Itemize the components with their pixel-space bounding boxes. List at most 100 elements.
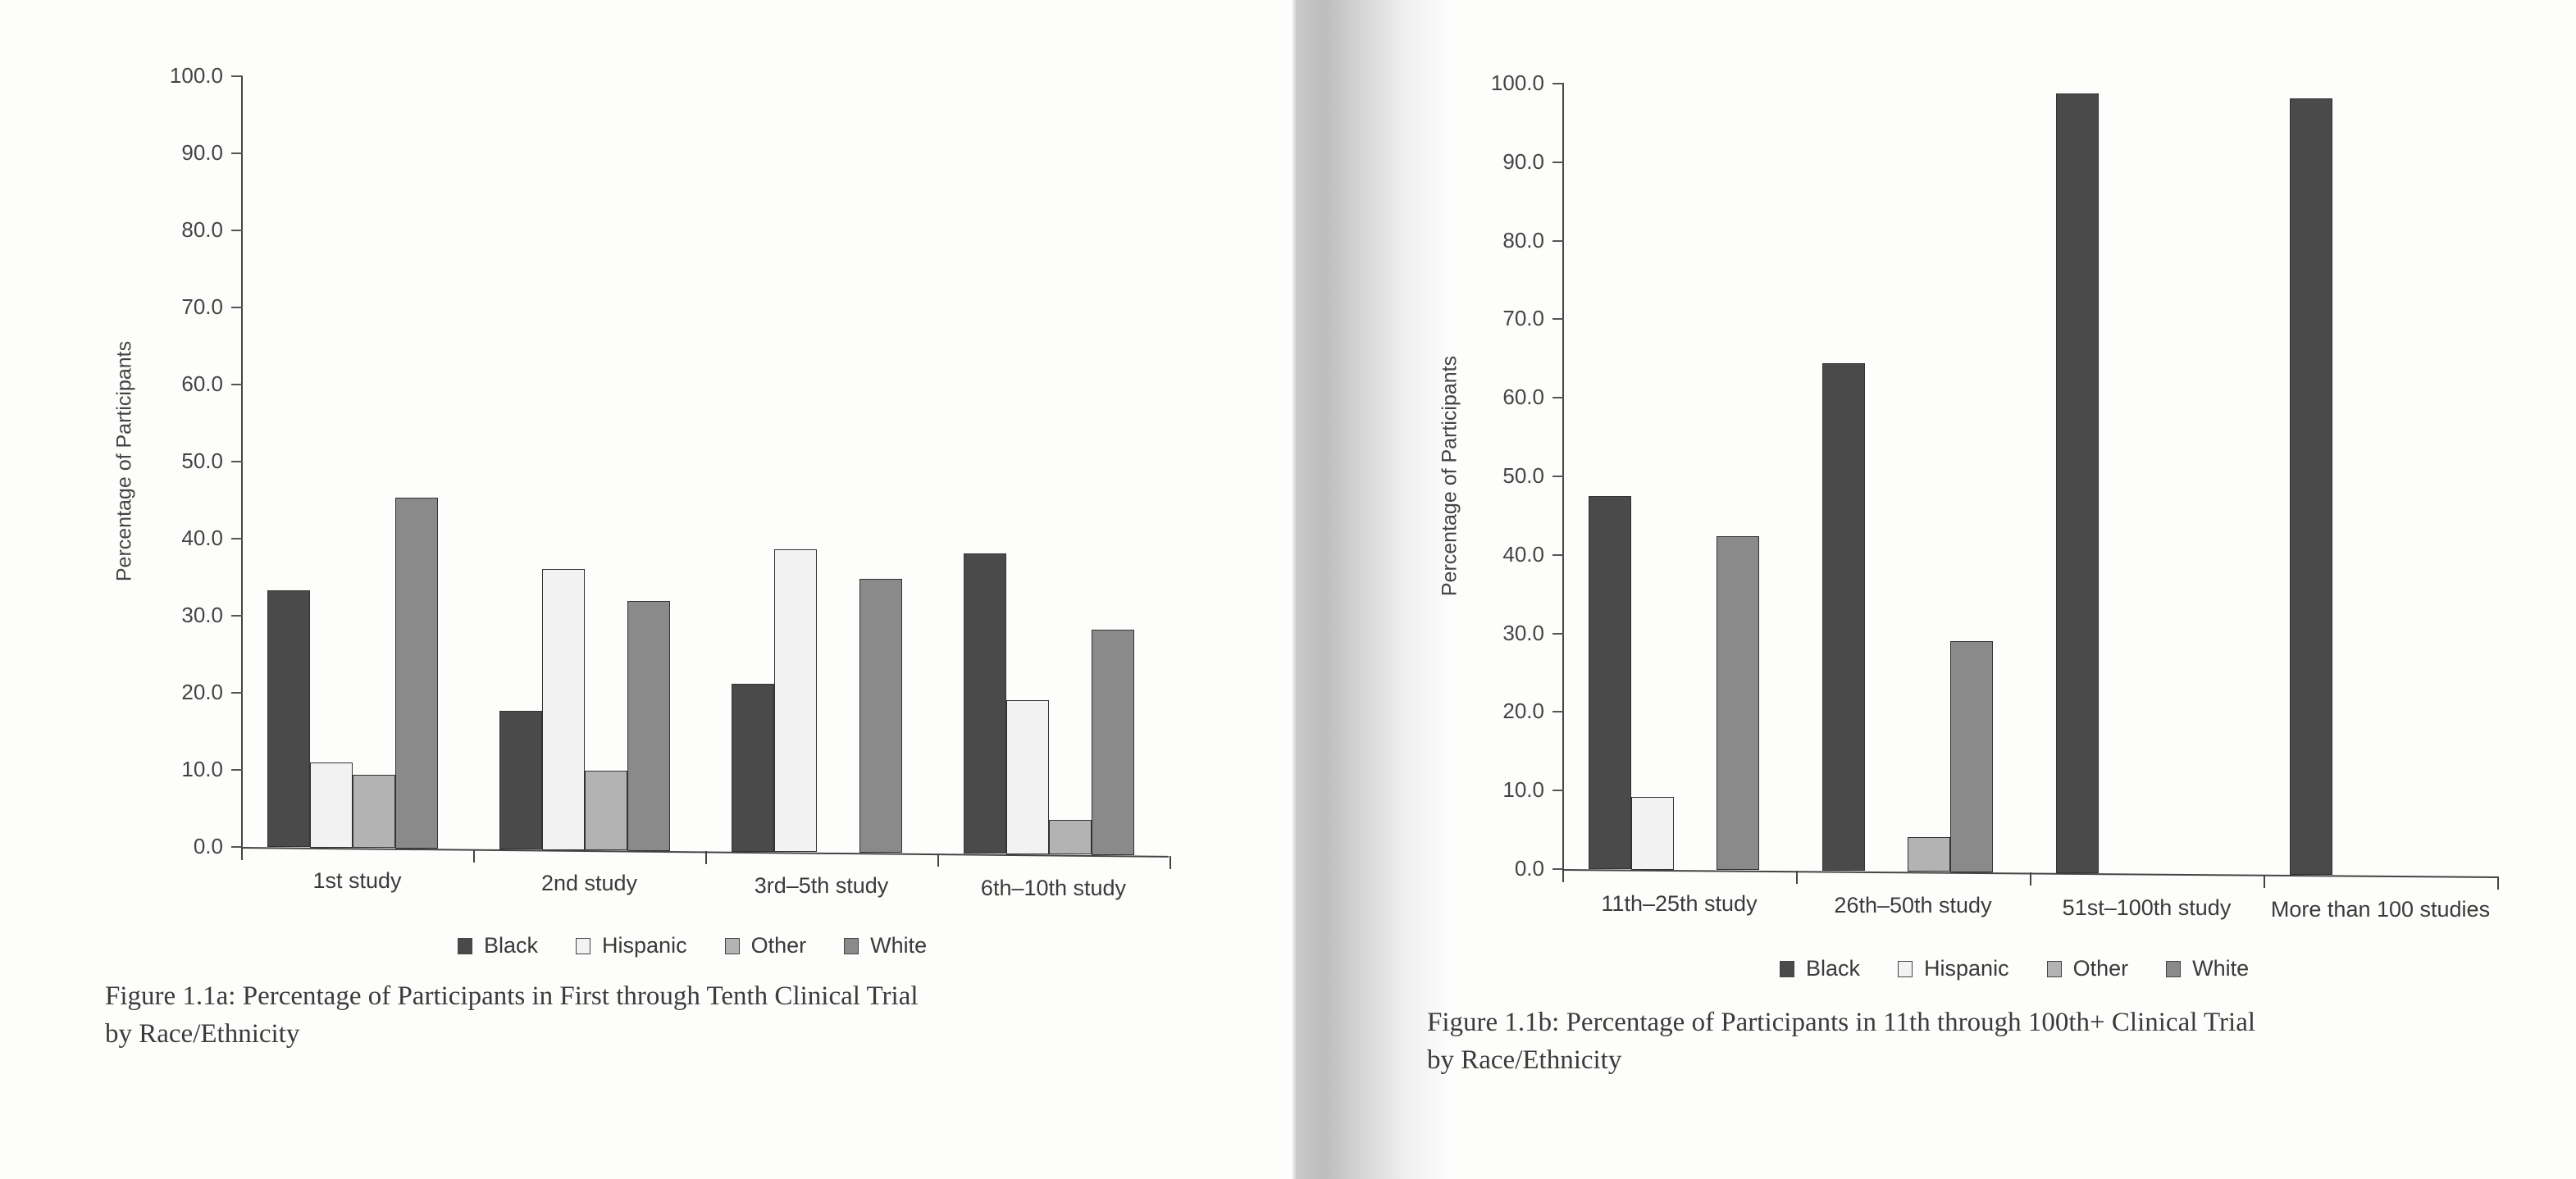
y-tick [1552, 318, 1564, 321]
chart-legend: Black Hispanic Other White [1780, 956, 2249, 981]
legend-item-white: White [844, 933, 927, 958]
y-tick-label: 90.0 [181, 140, 223, 165]
y-tick [231, 615, 243, 617]
legend-label: White [2192, 956, 2250, 981]
y-tick-label: 30.0 [1502, 620, 1544, 645]
x-tick [1562, 869, 1564, 882]
y-tick-label: 70.0 [181, 294, 223, 319]
legend-swatch-white [844, 937, 859, 954]
y-tick-label: 70.0 [1502, 306, 1544, 331]
y-tick-label: 10.0 [181, 757, 223, 781]
y-tick [231, 307, 243, 308]
legend-item-hispanic: Hispanic [1898, 956, 2009, 981]
legend-label: Other [2072, 956, 2129, 981]
bar-white [395, 498, 438, 849]
x-tick [1796, 871, 1798, 885]
y-tick-label: 0.0 [193, 834, 223, 858]
caption-line-2: by Race/Ethnicity [105, 1019, 300, 1049]
y-tick [1552, 476, 1564, 477]
x-tick [2497, 876, 2499, 890]
legend-item-other: Other [2046, 956, 2129, 981]
y-tick [1552, 553, 1564, 556]
bar-black [2290, 98, 2332, 875]
legend-label: Black [484, 933, 539, 958]
figure-1-1b-caption: Figure 1.1b: Percentage of Participants … [1427, 1004, 2255, 1079]
y-tick [1552, 239, 1564, 242]
y-tick-label: 60.0 [181, 371, 223, 396]
y-tick [231, 461, 243, 462]
y-tick [231, 538, 243, 539]
figure-1-1a-caption: Figure 1.1a: Percentage of Participants … [105, 977, 919, 1053]
bar-other [353, 775, 395, 849]
y-tick [1552, 711, 1564, 713]
caption-line-1: Figure 1.1a: Percentage of Participants … [105, 981, 919, 1011]
y-tick-label: 0.0 [1514, 856, 1544, 881]
bar-white [1092, 629, 1134, 855]
y-tick-label: 50.0 [181, 448, 223, 473]
y-tick-label: 60.0 [1502, 385, 1544, 410]
figure-1-1a-chart: Percentage of Participants 0.0 10.0 20.0 30.… [0, 0, 1271, 1179]
y-tick-label: 30.0 [181, 603, 223, 627]
x-tick [937, 854, 939, 867]
y-tick [231, 152, 243, 154]
y-tick [231, 769, 243, 771]
legend-item-black: Black [458, 933, 538, 958]
bar-white [1717, 536, 1759, 871]
legend-item-white: White [2166, 956, 2249, 981]
y-tick [231, 75, 243, 77]
caption-line-1: Figure 1.1b: Percentage of Participants … [1427, 1008, 2256, 1037]
x-tick [473, 849, 475, 863]
legend-swatch-white [2166, 960, 2182, 977]
bar-white [859, 578, 902, 854]
bar-black [964, 553, 1006, 854]
y-tick [1552, 790, 1564, 792]
x-category-label: 11th–25th study [1601, 891, 1758, 917]
bar-hispanic [774, 549, 817, 853]
y-tick-label: 20.0 [181, 680, 223, 704]
legend-label: White [870, 933, 928, 958]
y-tick-label: 90.0 [1502, 148, 1544, 174]
y-axis-line [241, 76, 243, 855]
y-tick [231, 692, 243, 694]
y-tick-label: 100.0 [1490, 71, 1544, 95]
legend-swatch-black [458, 937, 472, 954]
legend-label: Hispanic [1924, 956, 2009, 981]
bar-black [2056, 93, 2099, 873]
y-tick [231, 384, 243, 385]
x-category-label: 51st–100th study [2062, 894, 2232, 920]
bar-black [1589, 496, 1631, 870]
bar-other [585, 771, 627, 850]
bar-hispanic [1631, 796, 1674, 870]
y-axis-label: Percentage of Participants [1438, 355, 1461, 597]
bar-hispanic [542, 569, 585, 850]
y-tick-label: 80.0 [1502, 227, 1544, 253]
bar-white [627, 600, 670, 851]
legend-swatch-hispanic [576, 937, 591, 954]
x-tick [2030, 872, 2031, 886]
bar-other [1908, 837, 1950, 872]
bar-black [732, 683, 774, 852]
bar-black [1822, 362, 1865, 872]
y-tick [1552, 632, 1564, 635]
legend-swatch-other [2046, 960, 2062, 977]
bar-black [267, 590, 310, 848]
book-gutter-shadow [1292, 0, 1448, 1179]
x-category-label: 6th–10th study [980, 875, 1127, 900]
y-tick-label: 10.0 [1502, 777, 1544, 803]
x-category-label: 3rd–5th study [754, 872, 889, 898]
x-category-label: 26th–50th study [1834, 893, 1992, 918]
x-tick [241, 847, 243, 860]
y-tick [1552, 83, 1564, 84]
legend-swatch-other [724, 937, 740, 954]
caption-line-2: by Race/Ethnicity [1427, 1045, 1622, 1075]
legend-label: Black [1806, 956, 1861, 981]
legend-swatch-hispanic [1898, 960, 1913, 977]
y-tick [1552, 868, 1564, 870]
legend-item-hispanic: Hispanic [576, 933, 687, 958]
y-axis-line [1562, 84, 1564, 877]
x-category-label: 1st study [312, 868, 402, 894]
bar-other [1049, 820, 1092, 855]
bar-hispanic [310, 762, 353, 848]
legend-label: Hispanic [602, 933, 687, 958]
